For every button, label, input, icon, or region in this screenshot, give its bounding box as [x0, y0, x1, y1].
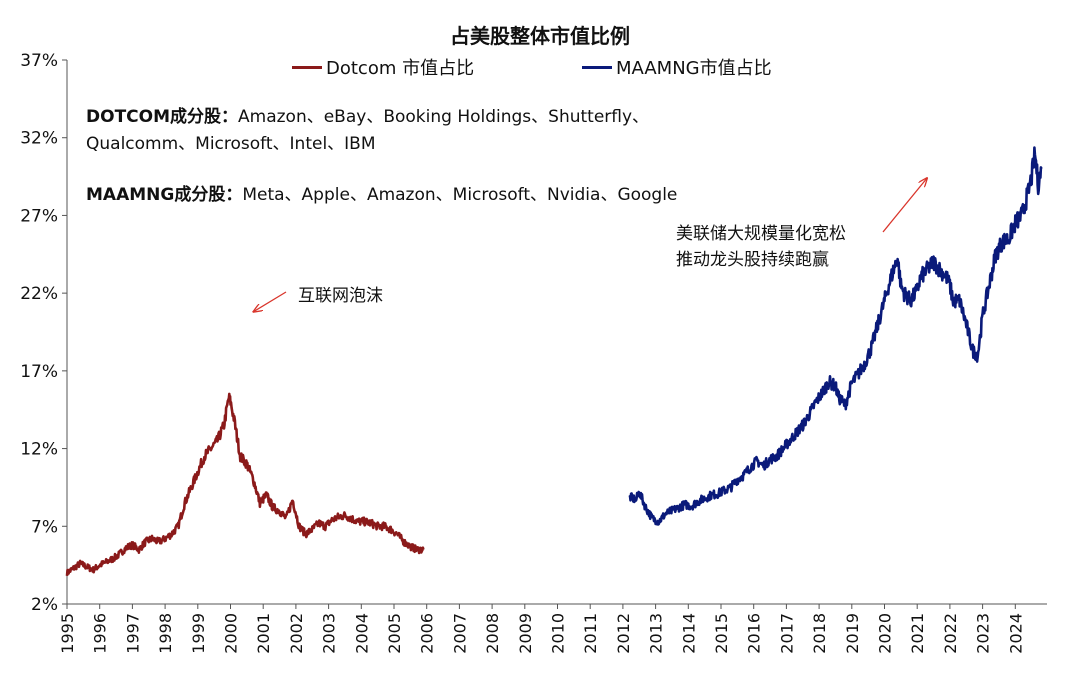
y-tick-label: 22% — [20, 284, 58, 304]
legend-item-maamng: MAAMNG市值占比 — [582, 54, 772, 80]
dotcom-components-note: DOTCOM成分股：Amazon、eBay、Booking Holdings、S… — [86, 104, 649, 158]
x-tick-label: 2003 — [320, 613, 339, 654]
annotation-qe-line-1: 美联储大规模量化宽松 — [676, 224, 846, 244]
x-tick-label: 2017 — [777, 613, 796, 654]
x-tick-label: 2006 — [418, 613, 437, 654]
x-tick-label: 2022 — [941, 613, 960, 654]
series-line-maamng — [628, 146, 1043, 526]
series-layer — [65, 146, 1043, 577]
y-tick-label: 2% — [31, 595, 58, 615]
x-tick-label: 2007 — [450, 613, 469, 654]
legend-swatch-maamng — [582, 65, 612, 69]
x-tick-label: 2020 — [876, 613, 895, 654]
annotation-qe: 美联储大规模量化宽松 推动龙头股持续跑赢 — [676, 221, 846, 273]
x-tick-label: 2013 — [647, 613, 666, 654]
x-tick-label: 2001 — [254, 613, 273, 654]
x-tick-label: 2004 — [352, 613, 371, 654]
maamng-components-label: MAAMNG成分股： — [86, 185, 243, 205]
annotation-arrows — [253, 178, 927, 312]
x-tick-label: 1995 — [58, 613, 77, 654]
x-tick-label: 2019 — [843, 613, 862, 654]
x-tick-label: 2000 — [222, 613, 241, 654]
y-tick-label: 37% — [20, 51, 58, 71]
x-tick-label: 2005 — [385, 613, 404, 654]
x-tick-label: 2018 — [810, 613, 829, 654]
y-tick-label: 12% — [20, 440, 58, 460]
dotcom-components-label: DOTCOM成分股： — [86, 107, 239, 127]
x-tick-label: 1996 — [91, 613, 110, 654]
x-tick-label: 2002 — [287, 613, 306, 654]
y-tick-label: 17% — [20, 362, 58, 382]
y-tick-label: 7% — [31, 517, 58, 537]
x-tick-label: 2014 — [679, 613, 698, 654]
legend-swatch-dotcom — [292, 65, 322, 69]
chart-title: 占美股整体市值比例 — [450, 24, 630, 48]
dotcom-components-line-2: Qualcomm、Microsoft、Intel、IBM — [86, 134, 376, 154]
x-tick-label: 2009 — [516, 613, 535, 654]
x-tick-label: 1999 — [189, 613, 208, 654]
x-tick-label: 1997 — [123, 613, 142, 654]
maamng-components-note: MAAMNG成分股：Meta、Apple、Amazon、Microsoft、Nv… — [86, 182, 677, 209]
legend-label-maamng: MAAMNG市值占比 — [616, 58, 772, 79]
annotation-arrow-qe — [882, 178, 927, 233]
x-tick-label: 2010 — [549, 613, 568, 654]
annotation-arrow-bubble — [253, 291, 287, 312]
x-tick-label: 2012 — [614, 613, 633, 654]
annotation-bubble: 互联网泡沫 — [298, 286, 383, 306]
y-tick-label: 32% — [20, 129, 58, 149]
x-tick-label: 2011 — [581, 613, 600, 654]
legend-label-dotcom: Dotcom 市值占比 — [326, 58, 475, 79]
x-tick-label: 2021 — [908, 613, 927, 654]
maamng-components-line-1: Meta、Apple、Amazon、Microsoft、Nvidia、Googl… — [242, 185, 678, 205]
x-tick-label: 2023 — [974, 613, 993, 654]
x-tick-label: 2024 — [1006, 613, 1025, 654]
x-tick-label: 2015 — [712, 613, 731, 654]
annotation-qe-line-2: 推动龙头股持续跑赢 — [676, 250, 829, 270]
legend-item-dotcom: Dotcom 市值占比 — [292, 54, 474, 80]
axes: 2% 7% 12% 17% 22% 27% 32% 37% 1995 1996 1997 1998 19… — [20, 51, 1047, 654]
x-tick-label: 1998 — [156, 613, 175, 654]
series-line-dotcom — [65, 392, 425, 577]
y-tick-label: 27% — [20, 206, 58, 226]
x-tick-label: 2016 — [745, 613, 764, 654]
dotcom-components-line-1: Amazon、eBay、Booking Holdings、Shutterfly、 — [238, 107, 650, 127]
x-tick-label: 2008 — [483, 613, 502, 654]
